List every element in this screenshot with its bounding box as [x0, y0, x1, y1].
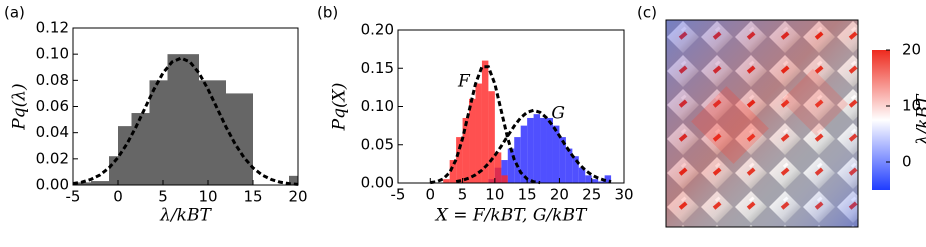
y-tick-label: 0.00 — [36, 176, 69, 194]
x-tick-label: 30 — [614, 186, 633, 204]
histogram-bar — [475, 84, 481, 183]
x-tick-label: 0 — [426, 186, 436, 204]
panel-label: (b) — [317, 4, 338, 22]
histogram-bar — [534, 114, 540, 183]
x-tick-label: 25 — [582, 186, 601, 204]
histogram-bar — [540, 118, 546, 183]
y-tick-label: 0.10 — [36, 45, 69, 63]
histogram-bar — [585, 175, 591, 183]
histogram-bar — [463, 118, 469, 183]
surface-image — [666, 20, 858, 227]
y-tick-label: 0.00 — [361, 174, 394, 192]
colorbar-tick-label: 20 — [902, 41, 921, 59]
x-tick-label: 10 — [485, 186, 504, 204]
histogram-bar — [132, 113, 150, 185]
colorbar-tick-label: 0 — [902, 153, 912, 171]
y-tick-label: 0.04 — [36, 123, 69, 141]
histogram-bar — [488, 91, 494, 183]
y-tick-label: 0.10 — [361, 97, 394, 115]
histogram-bar — [495, 152, 501, 183]
panel-label: (c) — [637, 4, 657, 22]
histogram-bar — [508, 149, 514, 183]
x-tick-label: 5 — [458, 186, 468, 204]
series-label: F — [457, 72, 471, 92]
panel-label: (a) — [4, 4, 25, 22]
y-tick-label: 0.06 — [36, 97, 69, 115]
x-tick-label: 20 — [288, 188, 307, 206]
y-tick-label: 0.08 — [36, 71, 69, 89]
y-tick-label: 0.02 — [36, 149, 69, 167]
histogram-bar — [547, 118, 553, 183]
y-tick-label: 0.20 — [361, 21, 394, 39]
x-tick-label: 0 — [113, 188, 123, 206]
x-axis-label: X = F/kBT, G/kBT — [434, 206, 588, 226]
x-tick-label: 15 — [243, 188, 262, 206]
histogram-bar — [443, 179, 449, 183]
histogram-bar — [226, 93, 253, 185]
x-axis-label: λ/kBT — [159, 206, 212, 226]
y-tick-label: 0.12 — [36, 19, 69, 37]
histogram-bar — [469, 99, 475, 183]
y-axis-label: Pq(λ) — [10, 83, 30, 130]
x-tick-label: 5 — [158, 188, 168, 206]
x-tick-label: 15 — [518, 186, 537, 204]
y-axis-label: Pq(X) — [330, 83, 350, 132]
colorbar-label: λ/kBT — [914, 93, 926, 146]
histogram-bar — [501, 175, 507, 183]
histogram-bar — [514, 137, 520, 183]
x-tick-label: 10 — [198, 188, 217, 206]
y-tick-label: 0.05 — [361, 135, 394, 153]
histogram-bar — [592, 179, 598, 183]
histogram-bar — [91, 181, 109, 185]
colorbar — [872, 50, 890, 190]
series-label: G — [551, 104, 565, 124]
y-tick-label: 0.15 — [361, 59, 394, 77]
x-tick-label: 20 — [550, 186, 569, 204]
histogram-bar — [527, 118, 533, 183]
histogram-bar — [168, 54, 200, 185]
